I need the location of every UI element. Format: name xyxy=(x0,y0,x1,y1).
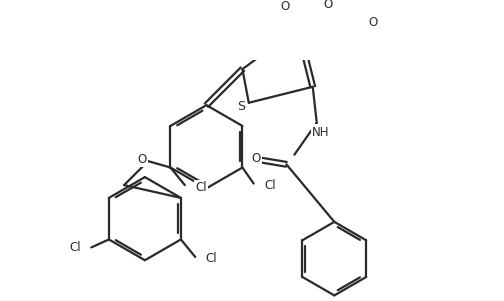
Text: Cl: Cl xyxy=(264,178,276,192)
Text: O: O xyxy=(323,0,333,11)
Text: Cl: Cl xyxy=(195,181,207,194)
Text: Cl: Cl xyxy=(69,241,81,254)
Text: Cl: Cl xyxy=(206,252,217,265)
Text: O: O xyxy=(137,153,146,166)
Text: O: O xyxy=(368,16,377,29)
Text: O: O xyxy=(251,152,261,165)
Text: NH: NH xyxy=(312,126,330,139)
Text: S: S xyxy=(237,100,245,113)
Text: O: O xyxy=(280,0,289,13)
